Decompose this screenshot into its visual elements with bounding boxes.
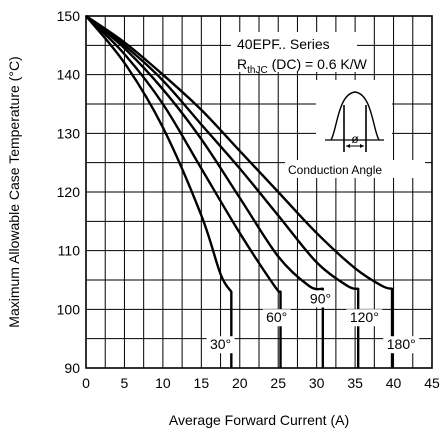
y-axis-label: Maximum Allowable Case Temperature (°C) (6, 56, 22, 327)
y-tick-label: 140 (57, 67, 81, 83)
x-tick-label: 10 (155, 375, 171, 391)
curve-label: 120° (350, 309, 379, 325)
conduction-angle-inset: ø (316, 80, 392, 160)
y-tick-label: 150 (57, 8, 81, 24)
curve-label: 60° (266, 309, 287, 325)
y-tick-label: 90 (64, 360, 80, 376)
curve-label-bg (346, 309, 383, 327)
annotation-box: 40EPF.. Series RthJC (DC) = 0.6 K/W (231, 32, 368, 76)
x-tick-label: 40 (386, 375, 402, 391)
curve-labels: 30° 60° 90° 120° 180° (206, 290, 420, 354)
y-tick-label: 110 (58, 243, 81, 259)
curve-label-bg (206, 336, 235, 354)
conduction-angle-label: Conduction Angle (288, 163, 382, 177)
x-tick-label: 30 (309, 375, 325, 391)
series-line (85, 15, 325, 368)
tick-labels: 0 5 10 15 20 25 30 35 40 45 90 100 110 120 130 140 150 (57, 8, 440, 391)
x-tick-label: 25 (270, 375, 286, 391)
curve-label: 30° (210, 336, 231, 352)
curve-label-bg (383, 336, 420, 354)
curve-label: 180° (387, 336, 416, 352)
x-tick-label: 15 (194, 375, 210, 391)
curve-label-bg (262, 309, 291, 327)
x-tick-label: 0 (82, 375, 90, 391)
x-tick-label: 35 (347, 375, 363, 391)
series-name-label: 40EPF.. Series (237, 36, 330, 52)
x-tick-label: 20 (232, 375, 248, 391)
x-axis-label: Average Forward Current (A) (169, 412, 349, 428)
inset-symbol: ø (351, 132, 359, 146)
x-tick-label: 5 (121, 375, 129, 391)
rth-label: RthJC (DC) = 0.6 K/W (237, 56, 368, 76)
series-line (85, 15, 233, 368)
series-line (85, 15, 394, 368)
series-line (85, 15, 360, 368)
y-tick-label: 120 (57, 184, 81, 200)
curve-label: 90° (310, 290, 331, 306)
series-line (85, 15, 282, 368)
y-tick-label: 130 (57, 125, 81, 141)
curves (85, 15, 394, 368)
y-tick-label: 100 (57, 301, 81, 317)
curve-label-bg (306, 290, 335, 308)
x-tick-label: 45 (424, 375, 440, 391)
plot-frame (85, 15, 433, 369)
